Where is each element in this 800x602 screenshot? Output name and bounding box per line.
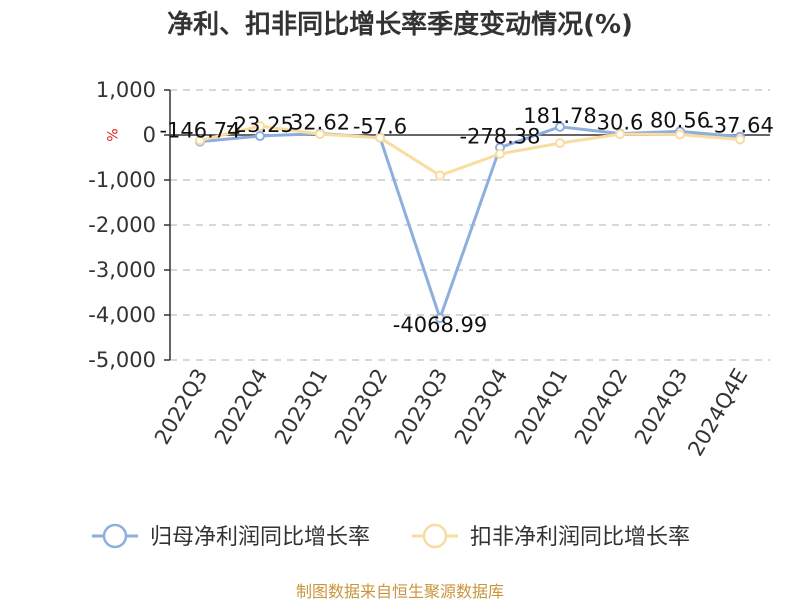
nonrecurring-profit-point bbox=[615, 129, 625, 140]
y-tick-label: -1,000 bbox=[88, 168, 156, 192]
chart-title: 净利、扣非同比增长率季度变动情况(%) bbox=[167, 10, 633, 40]
net-profit-point bbox=[555, 121, 565, 132]
x-tick-label: 2023Q3 bbox=[390, 365, 452, 449]
y-tick-label: 1,000 bbox=[96, 78, 156, 102]
legend-label: 归母净利润同比增长率 bbox=[150, 525, 370, 550]
y-tick-label: -4,000 bbox=[88, 303, 156, 327]
nonrecurring-profit-point bbox=[735, 134, 745, 145]
series-lines bbox=[195, 121, 745, 324]
nonrecurring-profit-growth-line bbox=[199, 124, 741, 177]
nonrecurring-profit-point bbox=[255, 121, 265, 131]
data-label: -4068.99 bbox=[393, 313, 487, 337]
legend-marker-icon bbox=[422, 523, 448, 549]
x-tick-label: 2024Q1 bbox=[510, 365, 572, 449]
data-label: 181.78 bbox=[523, 104, 596, 128]
nonrecurring-profit-point bbox=[555, 138, 565, 149]
legend-item-nonrecurring-profit[interactable]: 扣非净利润同比增长率 bbox=[412, 523, 690, 550]
nonrecurring-profit-point bbox=[435, 170, 445, 181]
y-axis-unit-label: % bbox=[103, 128, 119, 141]
net-profit-point bbox=[255, 131, 265, 142]
grid-lines bbox=[170, 89, 770, 361]
data-label: 30.6 bbox=[597, 111, 644, 135]
data-label: -278.38 bbox=[459, 125, 540, 149]
x-tick-label: 2022Q4 bbox=[210, 365, 272, 449]
y-tick-label: -2,000 bbox=[88, 213, 156, 237]
y-tick-label: -5,000 bbox=[88, 348, 156, 372]
y-tick-label: -3,000 bbox=[88, 258, 156, 282]
nonrecurring-profit-point bbox=[675, 129, 685, 140]
nonrecurring-profit-point bbox=[375, 132, 385, 143]
x-tick-label: 2022Q3 bbox=[150, 365, 212, 449]
x-tick-label: 2024Q4E bbox=[683, 365, 752, 461]
data-label: -37.64 bbox=[706, 114, 774, 138]
legend-label: 扣非净利润同比增长率 bbox=[470, 525, 690, 550]
net-profit-growth-line bbox=[199, 125, 741, 320]
data-label: -23.25 bbox=[226, 113, 294, 137]
legend[interactable]: 归母净利润同比增长率 扣非净利润同比增长率 bbox=[92, 523, 690, 550]
y-tick-label: 0 bbox=[143, 123, 156, 147]
legend-marker-icon bbox=[102, 523, 128, 549]
x-tick-label: 2023Q2 bbox=[330, 365, 392, 449]
legend-item-net-profit[interactable]: 归母净利润同比增长率 bbox=[92, 523, 370, 550]
data-label: 80.56 bbox=[650, 108, 710, 132]
nonrecurring-profit-point bbox=[195, 135, 205, 146]
data-label: -146.74 bbox=[159, 119, 240, 143]
data-label: 32.62 bbox=[290, 111, 350, 135]
data-label: -57.6 bbox=[353, 115, 407, 139]
nonrecurring-profit-point bbox=[495, 148, 505, 159]
net-profit-point bbox=[435, 313, 445, 324]
x-tick-label: 2023Q4 bbox=[450, 365, 512, 449]
nonrecurring-profit-point bbox=[315, 129, 325, 140]
x-tick-label: 2024Q2 bbox=[570, 365, 632, 449]
x-tick-label: 2023Q1 bbox=[270, 365, 332, 449]
source-note: 制图数据来自恒生聚源数据库 bbox=[295, 582, 504, 601]
x-tick-label: 2024Q3 bbox=[630, 365, 692, 449]
